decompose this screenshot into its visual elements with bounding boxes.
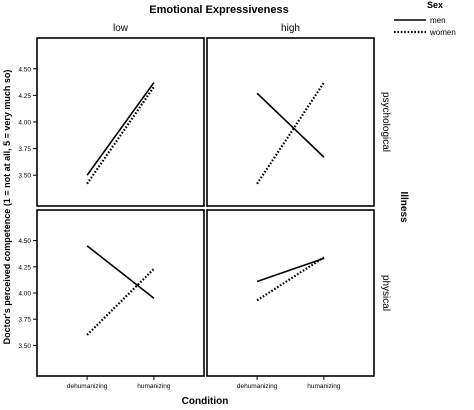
panel-frame-low-psychological [36,37,205,207]
y-tick-label-0-4: 4.50 [18,66,31,73]
x-axis-label: Condition [182,396,229,407]
series-line-men-low-physical [86,245,155,299]
series-line-men-high-psychological [256,92,325,158]
column-header-low: low [113,23,129,34]
row-facet-title: Illness [398,191,409,223]
panel-frame-high-physical [206,209,375,377]
row-facet-label-psychological: psychological [380,92,391,152]
legend-title: Sex [427,0,443,10]
series-line-men-low-psychological [86,82,155,176]
panel-frame-high-psychological [206,37,375,207]
y-tick-label-1-3: 4.25 [18,264,31,271]
x-tick-label-dehumanizing-0: dehumanizing [67,383,108,390]
x-tick-label-dehumanizing-1: dehumanizing [237,383,278,390]
y-tick-label-0-3: 4.25 [18,93,31,100]
column-header-high: high [281,23,300,34]
y-tick-label-0-1: 3.75 [18,146,31,153]
panel-frame-low-physical [36,209,205,377]
y-tick-label-1-2: 4.00 [18,291,31,298]
y-tick-label-1-4: 4.50 [18,238,31,245]
legend-label-women: women [429,28,456,37]
y-tick-label-1-1: 3.75 [18,317,31,324]
series-line-women-low-physical [86,268,155,336]
x-tick-label-humanizing-0: humanizing [137,383,171,390]
series-line-women-high-physical [256,256,325,302]
y-tick-label-1-0: 3.50 [18,343,31,350]
x-tick-label-humanizing-1: humanizing [307,383,341,390]
y-tick-label-0-0: 3.50 [18,173,31,180]
series-line-men-high-physical [256,257,325,283]
series-line-women-low-psychological [86,86,155,185]
chart-title: Emotional Expressiveness [149,4,288,16]
y-axis-label: Doctor's perceived competence (1 = not a… [2,70,12,345]
row-facet-label-physical: physical [380,275,391,311]
y-tick-label-0-2: 4.00 [18,120,31,127]
legend-label-men: men [430,16,446,25]
